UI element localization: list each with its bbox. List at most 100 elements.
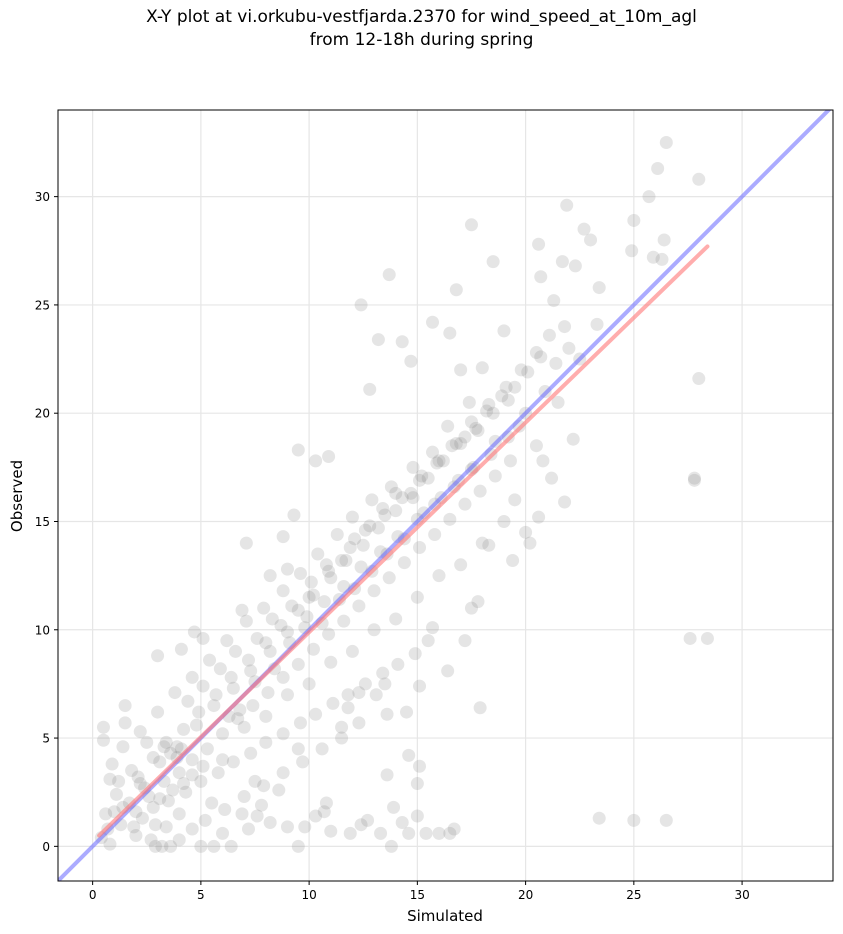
data-point: [239, 536, 253, 550]
data-point: [276, 727, 290, 741]
data-point: [692, 172, 706, 186]
data-point: [159, 735, 173, 749]
data-point: [250, 631, 264, 645]
data-point: [503, 454, 517, 468]
data-point: [226, 755, 240, 769]
data-point: [248, 774, 262, 788]
data-point: [449, 283, 463, 297]
data-point: [213, 662, 227, 676]
data-point: [404, 486, 418, 500]
data-point: [376, 501, 390, 515]
data-point: [226, 681, 240, 695]
x-tick-label: 30: [734, 888, 749, 902]
data-point: [216, 826, 230, 840]
data-point: [445, 439, 459, 453]
data-point: [196, 759, 210, 773]
data-point: [371, 521, 385, 535]
data-point: [280, 562, 294, 576]
data-point: [276, 530, 290, 544]
data-point: [133, 725, 147, 739]
data-point: [592, 811, 606, 825]
data-point: [566, 432, 580, 446]
data-point: [335, 553, 349, 567]
y-tick-label: 25: [35, 298, 50, 312]
data-point: [454, 363, 468, 377]
data-point: [378, 677, 392, 691]
data-point: [200, 742, 214, 756]
data-point: [458, 497, 472, 511]
data-point: [590, 317, 604, 331]
x-tick-label: 5: [197, 888, 205, 902]
data-point: [395, 335, 409, 349]
data-point: [376, 666, 390, 680]
data-point: [224, 839, 238, 853]
data-point: [361, 813, 375, 827]
data-point: [309, 454, 323, 468]
data-point: [324, 571, 338, 585]
data-point: [356, 538, 370, 552]
data-point: [177, 777, 191, 791]
data-point: [285, 599, 299, 613]
data-point: [441, 419, 455, 433]
data-point: [687, 471, 701, 485]
data-point: [367, 584, 381, 598]
data-point: [519, 525, 533, 539]
data-point: [198, 813, 212, 827]
data-point: [365, 493, 379, 507]
data-point: [177, 722, 191, 736]
data-point: [352, 686, 366, 700]
data-point: [363, 382, 377, 396]
x-axis: 0 5 10 15 20 25 30: [89, 881, 750, 902]
data-point: [291, 603, 305, 617]
data-point: [397, 556, 411, 570]
data-point: [700, 631, 714, 645]
data-point: [306, 588, 320, 602]
data-point: [148, 839, 162, 853]
data-point: [207, 699, 221, 713]
data-point: [432, 826, 446, 840]
data-point: [406, 460, 420, 474]
data-point: [185, 753, 199, 767]
data-point: [125, 764, 139, 778]
data-point: [523, 536, 537, 550]
data-point: [194, 774, 208, 788]
data-point: [499, 380, 513, 394]
grid: [58, 110, 833, 881]
data-point: [646, 250, 660, 264]
data-point: [488, 469, 502, 483]
data-point: [345, 510, 359, 524]
data-point: [164, 839, 178, 853]
data-point: [280, 625, 294, 639]
data-point: [319, 796, 333, 810]
data-point: [400, 705, 414, 719]
x-tick-label: 25: [626, 888, 641, 902]
data-point: [157, 740, 171, 754]
data-point: [547, 294, 561, 308]
data-point: [343, 540, 357, 554]
data-point: [302, 590, 316, 604]
data-point: [237, 790, 251, 804]
data-point: [224, 670, 238, 684]
data-point: [421, 634, 435, 648]
data-point: [146, 751, 160, 765]
data-point: [464, 218, 478, 232]
data-point: [367, 623, 381, 637]
data-point: [263, 644, 277, 658]
data-point: [406, 491, 420, 505]
data-point: [244, 664, 258, 678]
data-point: [185, 670, 199, 684]
data-point: [464, 601, 478, 615]
data-point: [209, 688, 223, 702]
data-point: [352, 599, 366, 613]
data-point: [151, 649, 165, 663]
data-point: [322, 627, 336, 641]
data-point: [244, 746, 258, 760]
data-point: [237, 720, 251, 734]
data-point: [324, 824, 338, 838]
data-point: [293, 566, 307, 580]
data-point: [592, 281, 606, 295]
data-point: [322, 450, 336, 464]
data-point: [196, 631, 210, 645]
data-point: [112, 774, 126, 788]
